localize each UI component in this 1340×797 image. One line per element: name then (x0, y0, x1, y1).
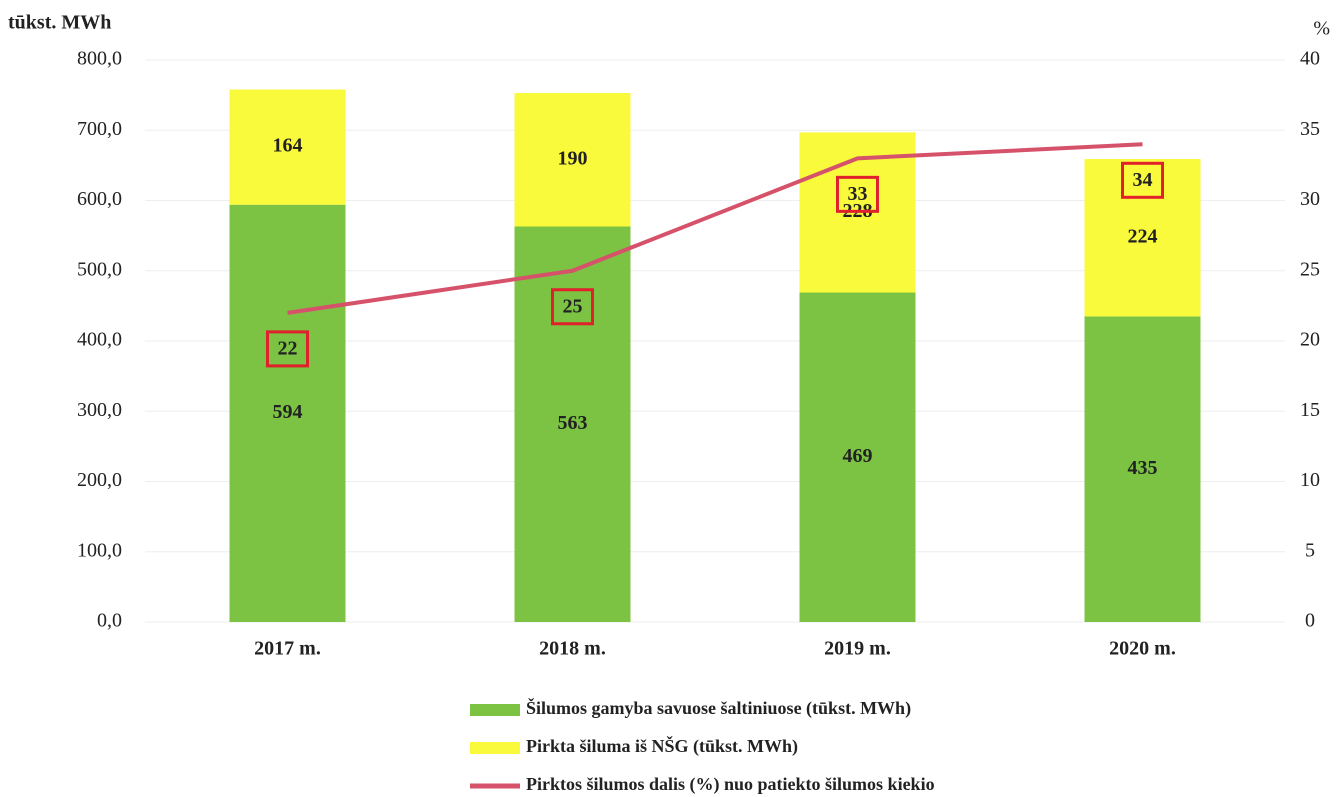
y-tick-label: 0,0 (97, 610, 122, 632)
legend-swatch (470, 704, 520, 716)
y2-tick-label: 5 (1305, 539, 1315, 561)
y2-tick-label: 35 (1300, 118, 1320, 140)
legend-label: Šilumos gamyba savuose šaltiniuose (tūks… (526, 697, 911, 719)
y-tick-label: 500,0 (77, 258, 122, 280)
x-tick-label: 2019 m. (824, 638, 891, 660)
y2-tick-label: 10 (1300, 469, 1320, 491)
legend-label: Pirktos šilumos dalis (%) nuo patiekto š… (526, 774, 935, 795)
line-label-box (266, 330, 309, 368)
bar-value-label: 594 (273, 401, 303, 423)
legend-label: Pirkta šiluma iš NŠG (tūkst. MWh) (526, 735, 798, 757)
y2-tick-label: 15 (1300, 399, 1320, 421)
bar-value-label: 435 (1128, 457, 1158, 479)
y2-tick-label: 20 (1300, 329, 1320, 351)
y2-tick-label: 30 (1300, 188, 1320, 210)
line-value-label: 33 (848, 183, 868, 205)
y2-tick-label: 40 (1300, 48, 1320, 70)
bar-value-label: 563 (558, 412, 588, 434)
y2-tick-label: 0 (1305, 610, 1315, 632)
line (287, 142, 1143, 315)
y2-tick-label: 25 (1300, 258, 1320, 280)
bar (1084, 159, 1201, 317)
bar-value-label: 224 (1128, 225, 1158, 247)
line-label-box (1121, 161, 1164, 199)
bar (514, 93, 631, 227)
line-value-label: 25 (563, 295, 583, 317)
y-axis-label: tūkst. MWh (8, 12, 111, 34)
line-label-box (836, 175, 879, 213)
y-tick-label: 400,0 (77, 329, 122, 351)
y-tick-label: 300,0 (77, 399, 122, 421)
x-tick-label: 2018 m. (539, 638, 606, 660)
y-tick-label: 700,0 (77, 118, 122, 140)
bar-value-label: 469 (843, 445, 873, 467)
bar (1084, 316, 1201, 622)
y-tick-label: 100,0 (77, 539, 122, 561)
bar-value-label: 190 (558, 147, 588, 169)
bar-value-label: 164 (273, 135, 303, 157)
bar (229, 89, 346, 205)
line-value-label: 22 (278, 337, 298, 359)
y-tick-label: 800,0 (77, 48, 122, 70)
y-tick-label: 200,0 (77, 469, 122, 491)
x-tick-label: 2020 m. (1109, 638, 1176, 660)
legend-swatch (470, 742, 520, 754)
y-tick-label: 600,0 (77, 188, 122, 210)
bar (514, 226, 631, 622)
y2-axis-label: % (1313, 18, 1330, 40)
line-value-label: 34 (1133, 169, 1153, 191)
line-label-box (551, 288, 594, 326)
x-tick-label: 2017 m. (254, 638, 321, 660)
bar (799, 292, 916, 622)
bar (229, 204, 346, 622)
